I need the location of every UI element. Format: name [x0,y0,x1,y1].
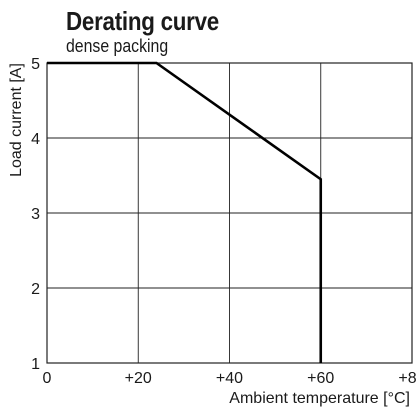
x-tick-label: +80 [398,370,416,387]
x-axis-label: Ambient temperature [°C] [229,390,410,407]
x-tick-label: +60 [307,370,334,387]
x-tick-label: +40 [216,370,243,387]
y-axis-label: Load current [A] [8,63,25,177]
y-tick-labels: 1 2 3 4 5 [31,56,40,373]
y-tick-label: 1 [31,356,40,373]
plot-frame [46,62,413,364]
y-tick-label: 5 [31,56,40,73]
y-tick-label: 2 [31,281,40,298]
plot-border [46,62,413,364]
y-tick-label: 4 [31,131,40,148]
x-tick-labels: 0 +20 +40 +60 +80 [43,370,416,387]
series-layer [47,61,323,363]
chart-subtitle: dense packing [66,36,169,56]
series-line-0 [47,61,323,363]
y-tick-label: 3 [31,206,40,223]
x-tick-label: +20 [125,370,152,387]
grid [46,62,413,364]
chart-title: Derating curve [66,6,219,36]
x-tick-label: 0 [43,370,52,387]
